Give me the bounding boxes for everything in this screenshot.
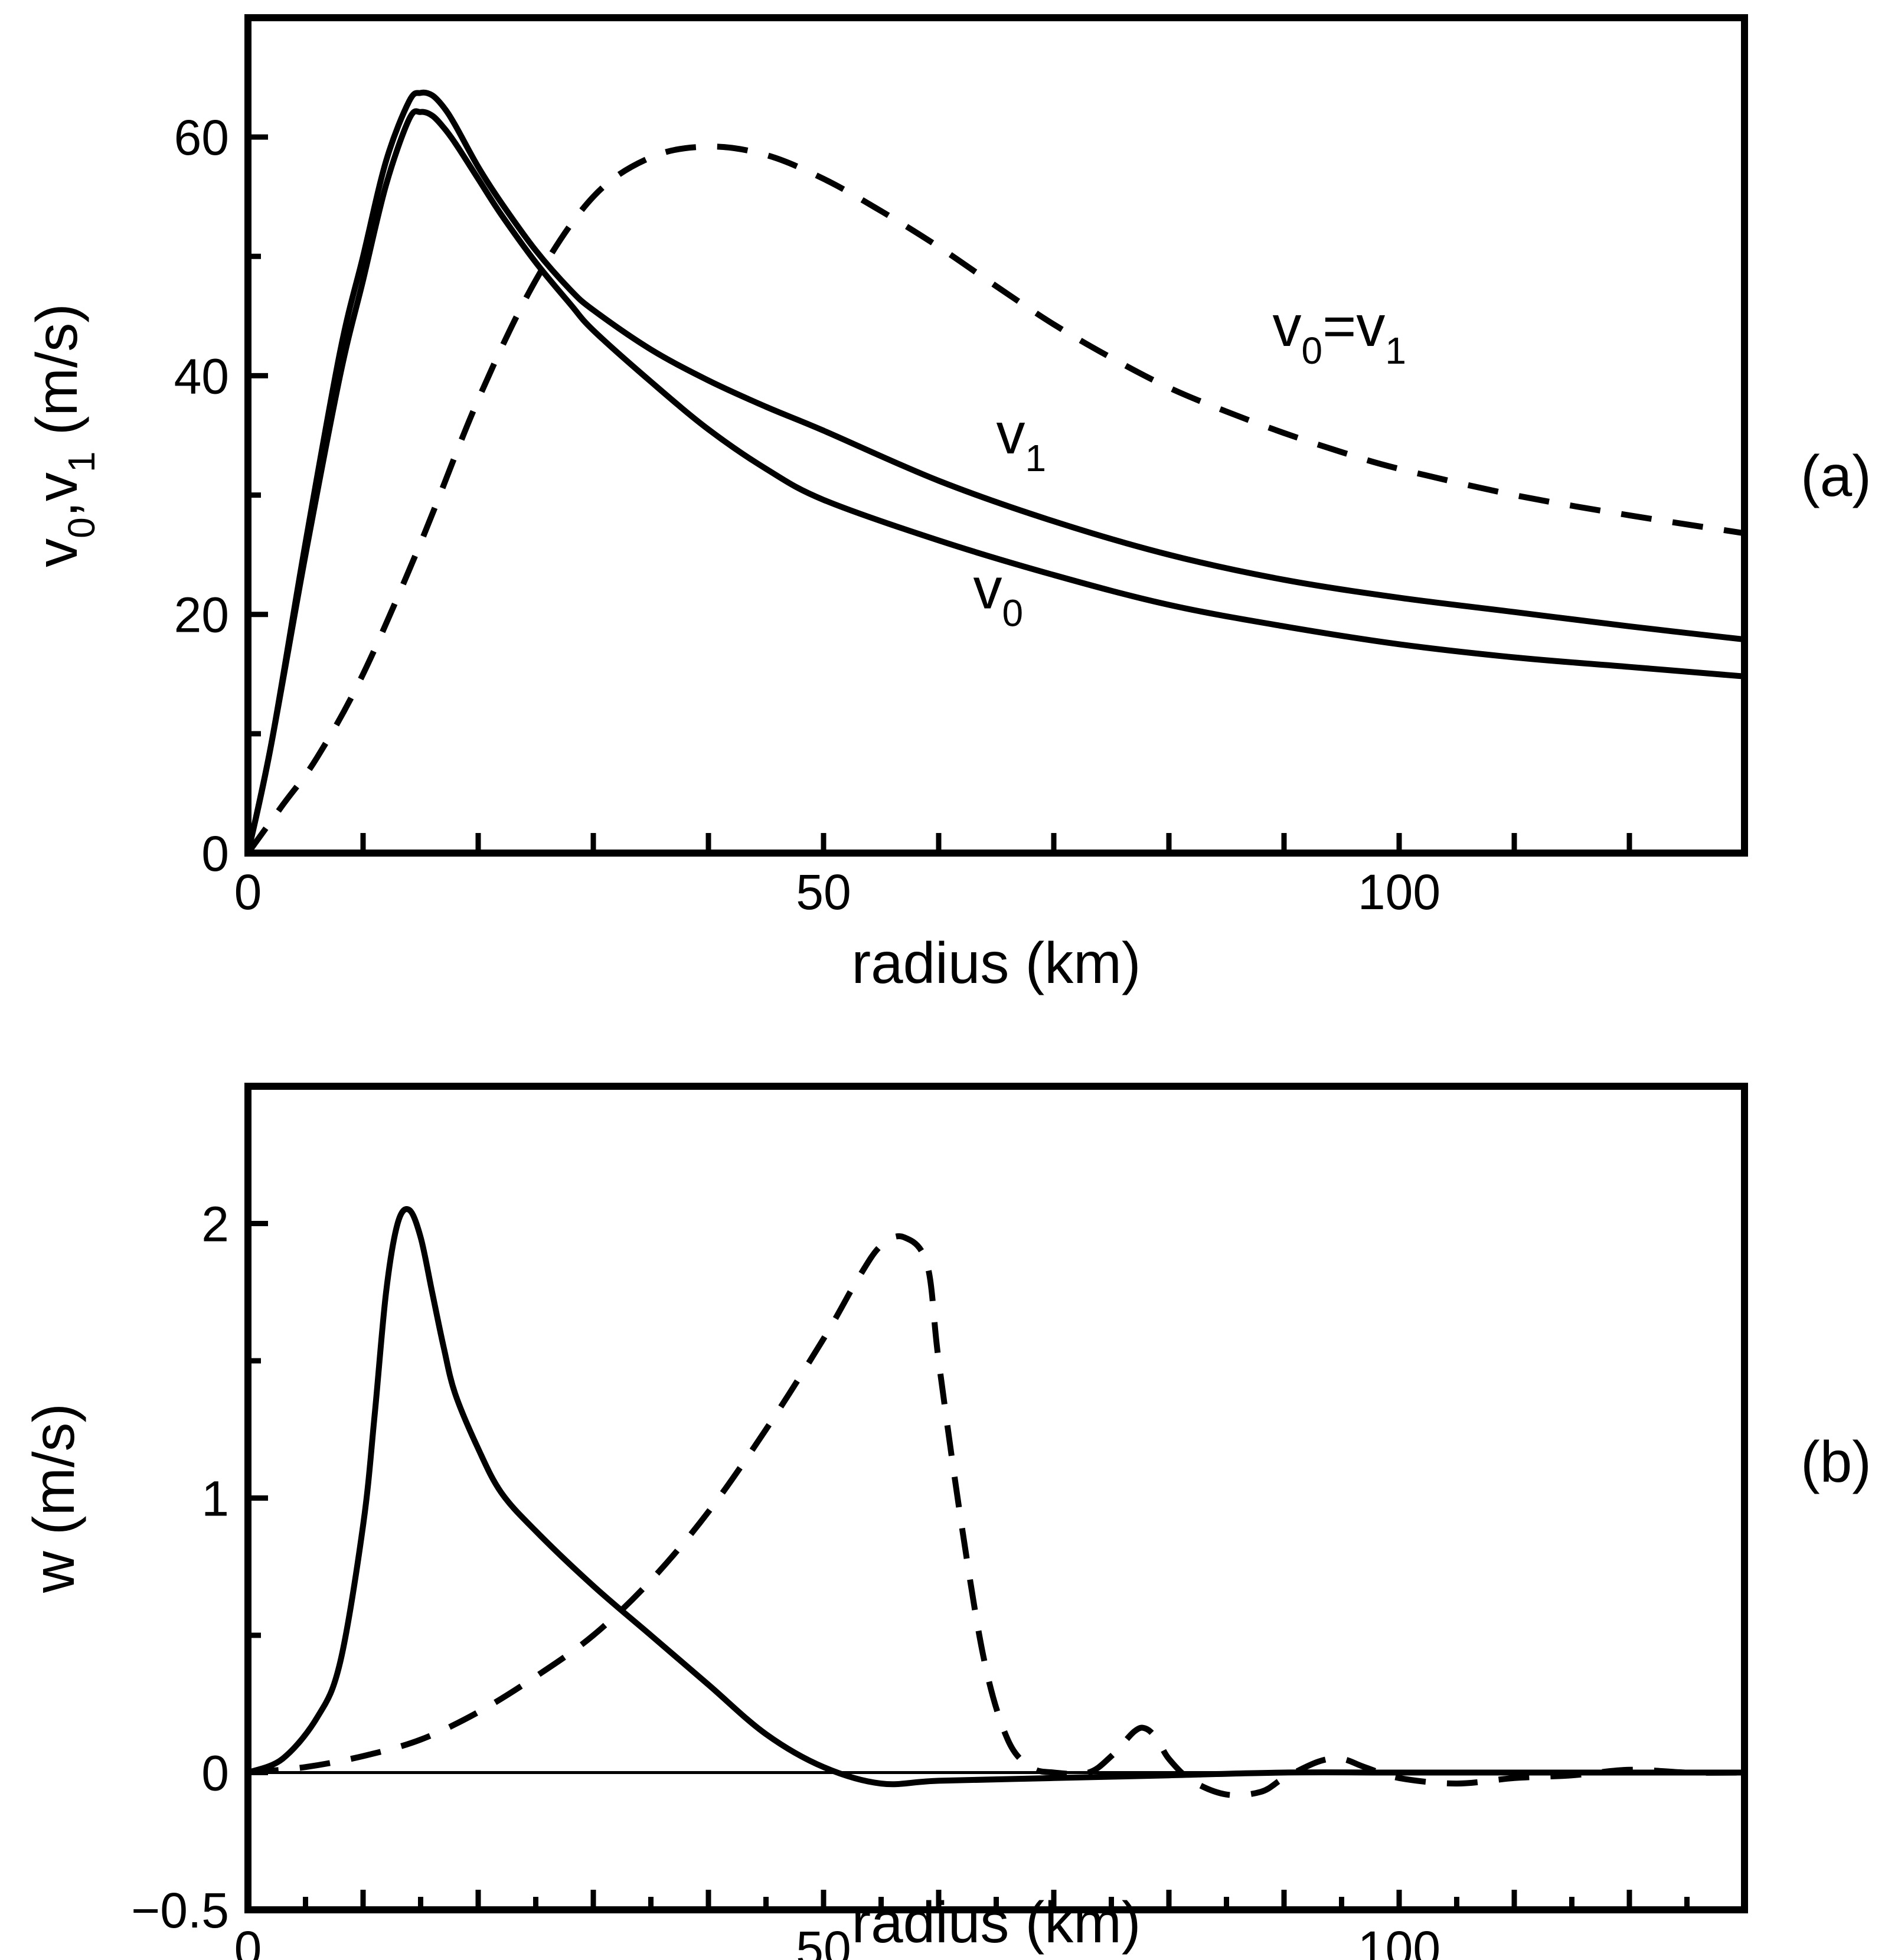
curve-annotation-part: 0 [1002, 592, 1024, 635]
series-w-dashed--line [248, 1233, 1745, 1798]
y-axis-title-part: w (m/s) [21, 1403, 86, 1593]
panel-label: (a) [1801, 443, 1871, 508]
x-tick-label: 100 [1358, 864, 1440, 920]
x-tick-label: 0 [234, 1921, 262, 1960]
curve-annotation-part: v [1273, 293, 1302, 358]
y-tick-label: 40 [174, 348, 229, 404]
y-axis-title-part: v [24, 538, 89, 567]
y-axis-title: v0,v1 (m/s) [24, 303, 103, 567]
curve-annotation-part: 1 [1025, 437, 1047, 479]
curve-annotation-part: 0 [1302, 329, 1323, 372]
y-axis-title-part: 1 [60, 451, 103, 472]
curve-annotation-part: 1 [1385, 329, 1406, 372]
x-tick-label: 50 [796, 1921, 851, 1960]
series-v1-line [248, 89, 1745, 853]
y-tick-label: 1 [201, 1471, 229, 1527]
y-axis-title-part: 0 [60, 517, 103, 538]
y-tick-label: 60 [174, 110, 229, 165]
curve-annotation: v0=v1 [1273, 293, 1406, 372]
y-tick-label: 20 [174, 587, 229, 643]
series-v0-line [248, 108, 1745, 853]
y-tick-label: 0 [201, 1746, 229, 1801]
curve-annotation: v1 [997, 401, 1047, 479]
plot-frame [244, 14, 1748, 857]
x-tick-label: 100 [1358, 1921, 1440, 1960]
x-axis-title: radius (km) [851, 1890, 1141, 1955]
x-tick-label: 50 [796, 864, 851, 920]
y-tick-label: −0.5 [131, 1883, 229, 1938]
curve-annotation: v0 [973, 556, 1024, 635]
y-axis-title-part: (m/s) [24, 303, 89, 451]
panel-label: (b) [1801, 1429, 1871, 1494]
y-axis-title: w (m/s) [21, 1403, 86, 1593]
y-axis-title-part: ,v [24, 472, 89, 517]
curve-annotation-part: v [997, 401, 1025, 466]
curve-annotation-part: =v [1322, 293, 1385, 358]
x-axis-title: radius (km) [851, 930, 1141, 995]
curve-annotation-part: v [973, 556, 1002, 621]
x-tick-label: 0 [234, 864, 262, 920]
y-tick-label: 2 [201, 1197, 229, 1252]
series-w-solid--line [248, 1206, 1745, 1788]
y-tick-label: 0 [201, 826, 229, 881]
series-v0-v1-line [248, 143, 1745, 853]
plot-frame [244, 1083, 1748, 1913]
